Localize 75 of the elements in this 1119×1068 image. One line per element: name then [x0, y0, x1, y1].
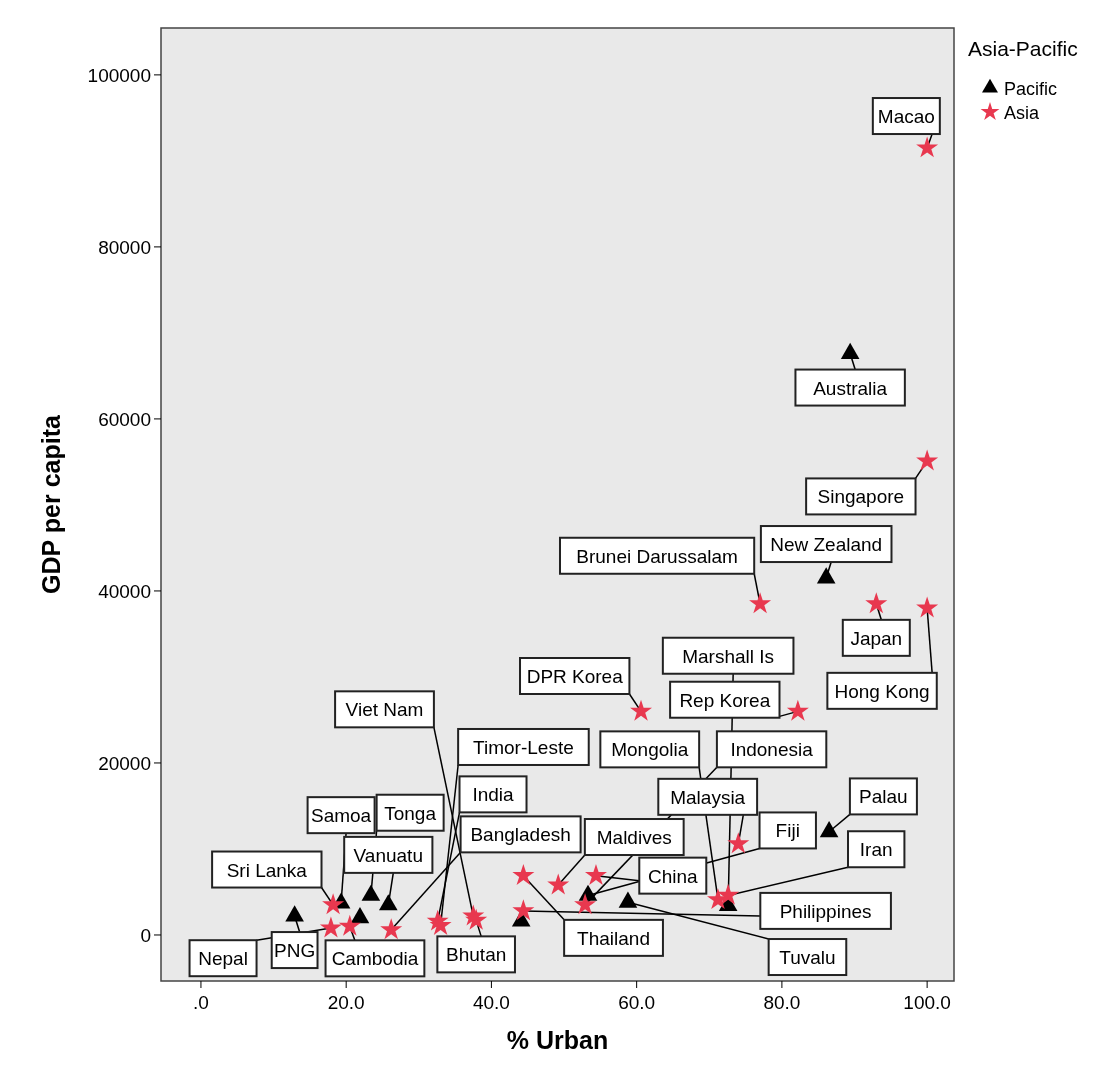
annotation: Palau — [859, 786, 908, 808]
x-tick-label: 80.0 — [763, 992, 801, 1013]
point — [380, 918, 403, 940]
point — [361, 884, 381, 901]
annotation: China — [647, 865, 699, 887]
point — [319, 916, 342, 938]
x-tick-label: .0 — [193, 992, 209, 1013]
point — [630, 699, 653, 721]
legend-label: Pacific — [1004, 79, 1058, 99]
point — [816, 567, 836, 584]
annotation: PNG — [274, 940, 316, 962]
point — [322, 893, 345, 915]
annotation: Macao — [877, 106, 935, 128]
point — [618, 891, 638, 908]
point — [865, 592, 888, 614]
point — [574, 893, 597, 915]
annotation: Nepal — [198, 948, 248, 970]
point — [840, 342, 860, 359]
y-tick-label: 0 — [140, 924, 151, 946]
point — [819, 821, 839, 838]
annotation: Japan — [850, 627, 903, 649]
x-axis-title: % Urban — [506, 1026, 609, 1054]
annotation: New Zealand — [770, 534, 883, 556]
annotation: Viet Nam — [345, 699, 424, 721]
annotation: Tuvalu — [779, 947, 836, 969]
point — [547, 873, 570, 895]
annotation: Indonesia — [730, 739, 814, 761]
annotation: Maldives — [596, 827, 672, 849]
annotation: Tonga — [384, 802, 437, 824]
point — [786, 699, 809, 721]
annotation: Marshall Is — [682, 645, 775, 667]
annotation: India — [472, 784, 515, 806]
point — [512, 864, 535, 885]
legend-title: Asia-Pacific — [968, 37, 1078, 60]
y-tick-label: 20000 — [98, 752, 151, 774]
annotation: DPR Korea — [526, 666, 624, 687]
point — [916, 596, 939, 618]
x-tick-label: 100.0 — [903, 992, 951, 1013]
point — [338, 914, 361, 936]
annotation: Bangladesh — [470, 824, 571, 846]
point — [916, 449, 939, 471]
annotation: Malaysia — [670, 786, 746, 808]
y-tick-label: 100000 — [87, 64, 151, 86]
x-tick-label: 20.0 — [327, 992, 365, 1013]
y-axis-title: GDP per capita — [37, 414, 65, 594]
point — [727, 832, 750, 854]
legend-label: Asia — [1004, 103, 1040, 123]
annotation: Thailand — [577, 927, 650, 949]
point — [749, 592, 772, 614]
x-tick-label: 60.0 — [618, 992, 656, 1013]
point — [378, 894, 398, 911]
annotation: Rep Korea — [679, 689, 771, 711]
annotation: Australia — [813, 377, 888, 399]
annotation: Bhutan — [446, 944, 507, 966]
point — [916, 136, 939, 158]
point — [512, 899, 535, 921]
point — [584, 864, 607, 885]
annotation: Philippines — [779, 900, 872, 922]
point — [285, 905, 304, 922]
annotation: Singapore — [817, 486, 905, 508]
annotation: Samoa — [310, 805, 372, 827]
annotation: Timor-Leste — [473, 736, 574, 758]
annotation: Fiji — [775, 820, 800, 842]
annotation: Brunei Darussalam — [576, 545, 738, 567]
y-tick-label: 80000 — [98, 236, 151, 258]
x-tick-label: 40.0 — [472, 992, 510, 1013]
annotation: Hong Kong — [834, 680, 930, 702]
annotation: Iran — [859, 839, 893, 861]
annotation: Mongolia — [611, 739, 689, 761]
point — [350, 907, 370, 924]
annotation: Vanuatu — [353, 844, 423, 866]
annotation: Sri Lanka — [226, 859, 308, 881]
y-tick-label: 40000 — [98, 580, 151, 602]
y-tick-label: 60000 — [98, 408, 151, 430]
annotation: Cambodia — [331, 948, 419, 970]
